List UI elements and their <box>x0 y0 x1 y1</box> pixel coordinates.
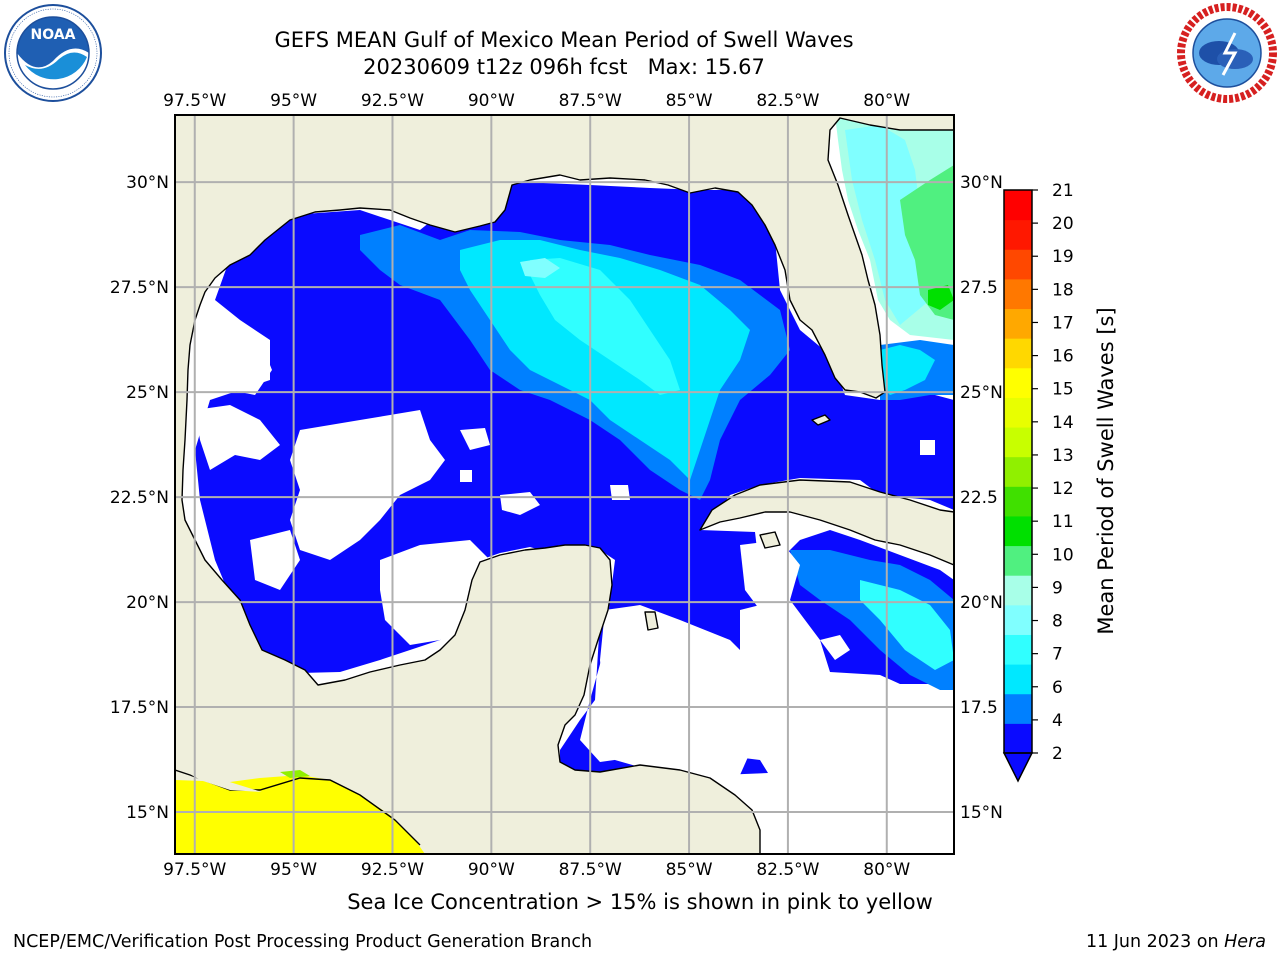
swell-field-light-cyan <box>520 258 680 395</box>
colorbar-swatch <box>1004 575 1032 606</box>
lon-tick-top: 80°W <box>863 91 910 111</box>
colorbar-label: 6 <box>1052 678 1063 698</box>
colorbar-frame <box>1003 189 1033 754</box>
lat-tick-right: 22.5 <box>960 488 998 508</box>
lat-tick-left: 22.5°N <box>110 488 169 508</box>
colorbar-title: Mean Period of Swell Waves [s] <box>1094 307 1118 634</box>
colorbar-swatch <box>1004 308 1032 339</box>
colorbar-swatch <box>1004 190 1032 221</box>
lat-tick-right: 15°N <box>960 803 1003 823</box>
colorbar-label: 15 <box>1052 380 1074 400</box>
colorbar-swatch <box>1004 456 1032 487</box>
lat-tick-left: 15°N <box>126 803 169 823</box>
caption: Sea Ice Concentration > 15% is shown in … <box>347 890 933 914</box>
colorbar-extend-min <box>1002 752 1034 783</box>
noaa-logo-text: NOAA <box>31 27 76 43</box>
lon-tick-top: 82.5°W <box>756 91 819 111</box>
footer-credit: NCEP/EMC/Verification Post Processing Pr… <box>13 932 593 952</box>
colorbar-label: 19 <box>1052 247 1074 267</box>
tick-labels: 97.5°W 97.5°W 95°W 95°W 92.5°W 92.5°W 90°W 90°W… <box>110 91 1003 880</box>
lon-tick-top: 90°W <box>468 91 515 111</box>
lon-tick-top: 87.5°W <box>559 91 622 111</box>
colorbar-swatch <box>1004 249 1032 280</box>
lon-tick-bottom: 87.5°W <box>559 860 622 880</box>
lon-tick-top: 97.5°W <box>163 91 226 111</box>
lon-tick-top: 95°W <box>270 91 317 111</box>
colorbar-label: 2 <box>1052 744 1063 764</box>
lon-tick-top: 85°W <box>666 91 713 111</box>
colorbar-label: 21 <box>1052 181 1074 201</box>
colorbar-swatch <box>1004 427 1032 458</box>
colorbar-swatch <box>1004 634 1032 665</box>
colorbar-label: 11 <box>1052 512 1074 532</box>
footer-date: 11 Jun 2023 on Hera <box>1086 932 1266 952</box>
colorbar-label: 9 <box>1052 578 1063 598</box>
colorbar-swatch <box>1004 367 1032 398</box>
colorbar-label: 20 <box>1052 214 1074 234</box>
lat-tick-right: 25°N <box>960 383 1003 403</box>
colorbar-swatch <box>1004 545 1032 576</box>
colorbar-swatch <box>1004 693 1032 724</box>
colorbar-label: 18 <box>1052 280 1074 300</box>
lon-tick-top: 92.5°W <box>361 91 424 111</box>
lon-tick-bottom: 80°W <box>863 860 910 880</box>
lat-tick-left: 30°N <box>126 173 169 193</box>
lat-tick-right: 17.5 <box>960 698 998 718</box>
map-title: GEFS MEAN Gulf of Mexico Mean Period of … <box>274 28 854 52</box>
colorbar-label: 13 <box>1052 446 1074 466</box>
colorbar-swatch <box>1004 219 1032 250</box>
colorbar-swatch <box>1004 278 1032 310</box>
gridlines <box>175 115 954 854</box>
lat-tick-right: 27.5 <box>960 278 998 298</box>
lon-tick-bottom: 95°W <box>270 860 317 880</box>
lat-tick-left: 27.5°N <box>110 278 169 298</box>
colorbar-swatch <box>1004 397 1032 428</box>
colorbar-swatch <box>1004 486 1032 517</box>
colorbar-label: 7 <box>1052 645 1063 665</box>
lon-tick-bottom: 82.5°W <box>756 860 819 880</box>
footer-host: Hera <box>1224 932 1266 952</box>
map-subtitle: 20230609 t12z 096h fcst Max: 15.67 <box>363 55 765 79</box>
colorbar-swatch <box>1004 338 1032 369</box>
lat-tick-left: 17.5°N <box>110 698 169 718</box>
colorbar-label: 17 <box>1052 313 1074 333</box>
colorbar-label: 8 <box>1052 612 1063 632</box>
no-data-holes <box>195 340 935 780</box>
lat-tick-right: 30°N <box>960 173 1003 193</box>
map-area <box>175 115 954 854</box>
colorbar-swatch <box>1004 604 1032 635</box>
colorbar-swatch <box>1004 515 1032 547</box>
colorbar-label: 16 <box>1052 347 1074 367</box>
footer-date-text: 11 Jun 2023 on <box>1085 932 1225 952</box>
colorbar-swatch <box>1004 723 1032 754</box>
colorbar-label: 10 <box>1052 545 1074 565</box>
lat-tick-right: 20°N <box>960 593 1003 613</box>
nws-logo-icon <box>1177 3 1277 103</box>
noaa-logo-icon: NOAA <box>4 4 102 102</box>
lat-tick-left: 25°N <box>126 383 169 403</box>
lon-tick-bottom: 90°W <box>468 860 515 880</box>
colorbar-label: 12 <box>1052 479 1074 499</box>
lat-tick-left: 20°N <box>126 593 169 613</box>
map-frame <box>174 114 955 855</box>
lon-tick-bottom: 92.5°W <box>361 860 424 880</box>
lon-tick-bottom: 97.5°W <box>163 860 226 880</box>
colorbar-label: 4 <box>1052 711 1063 731</box>
colorbar: 2 4 6 7 8 9 10 11 12 13 14 15 16 17 18 19 20 21 <box>1002 181 1074 783</box>
colorbar-label: 14 <box>1052 413 1074 433</box>
colorbar-swatch <box>1004 664 1032 695</box>
lon-tick-bottom: 85°W <box>666 860 713 880</box>
